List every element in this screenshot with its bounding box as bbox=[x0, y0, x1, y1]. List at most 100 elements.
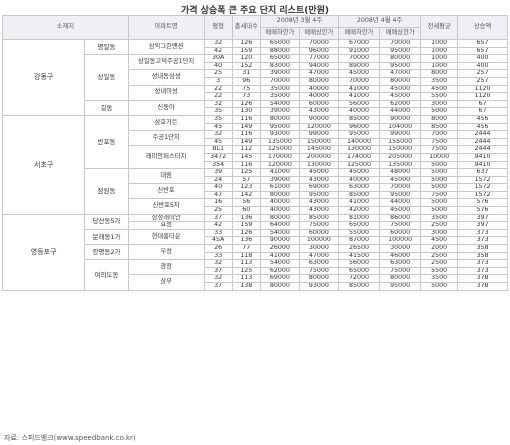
jeonse-cell: 7000 bbox=[420, 130, 459, 139]
rise-cell: 2444 bbox=[457, 145, 508, 154]
rise-cell: 576 bbox=[457, 198, 508, 208]
price-table: 소재지 아파트명 평형 총세대수 2008년 3월 4주 2008년 4월 4주… bbox=[1, 15, 508, 291]
rise-cell: 373 bbox=[457, 228, 508, 238]
april-lower-cell: 174000 bbox=[337, 152, 381, 162]
rise-cell: 373 bbox=[457, 266, 508, 276]
header-march-upper: 매매상한가 bbox=[298, 27, 339, 40]
rise-cell: 67 bbox=[457, 107, 508, 116]
march-upper-cell: 75000 bbox=[298, 221, 339, 230]
rise-cell: 373 bbox=[457, 236, 508, 246]
pyeong-cell: 37 bbox=[203, 213, 233, 223]
march-upper-cell: 150000 bbox=[298, 137, 339, 147]
pyeong-cell: 3 bbox=[203, 76, 233, 86]
units-cell: 126 bbox=[231, 39, 261, 48]
rise-cell: 400 bbox=[457, 61, 508, 71]
march-upper-cell: 96000 bbox=[298, 46, 339, 56]
jeonse-cell: 3500 bbox=[420, 76, 459, 86]
table-row: 서초구 반포동 삼호가든 35 116 80000 90000 85000 90000 8000 4… bbox=[1, 114, 508, 215]
rise-cell: 456 bbox=[457, 114, 508, 124]
march-lower-cell: 41000 bbox=[259, 168, 300, 177]
units-cell: 31 bbox=[231, 69, 261, 78]
apt-name-cell: 광장 bbox=[127, 259, 205, 276]
table-row: 성내동삼성 25 31 39000 47000 45000 47000 8000 257 bbox=[3, 69, 508, 86]
pyeong-cell: 37 bbox=[203, 266, 233, 276]
region-cell: 강동구 bbox=[1, 39, 86, 116]
dong-cell: 상일동 bbox=[84, 54, 129, 101]
units-cell: 73 bbox=[231, 92, 261, 101]
rise-cell: 2444 bbox=[457, 130, 508, 139]
march-lower-cell: 39000 bbox=[259, 175, 300, 185]
dong-cell: 여의도동 bbox=[84, 259, 129, 291]
header-row-1: 소재지 아파트명 평형 총세대수 2008년 3월 4주 2008년 4월 4주… bbox=[2, 15, 508, 40]
table-row: 영등포구 당산동5가 삼성래미안 37 136 80000 85000 81000 86000 3… bbox=[1, 213, 508, 291]
april-upper-cell: 45000 bbox=[379, 175, 422, 185]
march-upper-cell: 93000 bbox=[298, 282, 339, 291]
units-cell: 116 bbox=[231, 130, 261, 139]
pyeong-cell: 35 bbox=[203, 107, 233, 116]
apt-name-cell: 삼익그린맨션 bbox=[127, 38, 205, 56]
april-upper-cell: 104000 bbox=[379, 122, 422, 132]
march-lower-cell: 54000 bbox=[259, 259, 300, 268]
april-lower-cell: 96000 bbox=[337, 122, 381, 132]
apt-name-cell: 성내미성 bbox=[127, 84, 205, 101]
rise-cell: 400 bbox=[457, 54, 508, 63]
pyeong-cell: 32 bbox=[203, 130, 233, 139]
march-upper-cell: 120000 bbox=[298, 122, 339, 132]
units-cell: 116 bbox=[231, 114, 261, 124]
pyeong-cell: 22 bbox=[203, 84, 233, 94]
pyeong-cell: 45A bbox=[203, 236, 233, 246]
april-upper-cell: 48000 bbox=[379, 168, 422, 177]
dong-cell: 문래동1가 bbox=[84, 228, 129, 246]
april-lower-cell: 41000 bbox=[337, 92, 381, 101]
pyeong-cell: 32 bbox=[203, 259, 233, 268]
table-row: 상일동 상일동고덕주공1단지 30A 120 65000 77000 70000 80000 1… bbox=[3, 54, 508, 101]
march-lower-cell: 39000 bbox=[259, 69, 300, 78]
pyeong-cell: 32 bbox=[203, 99, 233, 109]
march-lower-cell: 65000 bbox=[259, 39, 300, 48]
pyeong-cell: 33 bbox=[203, 251, 233, 261]
april-lower-cell: 87000 bbox=[337, 236, 381, 246]
table-row: 주공1단지 32 116 93000 99000 95000 99000 7000 2444 bbox=[3, 130, 508, 147]
jeonse-cell: 1000 bbox=[420, 54, 459, 63]
march-upper-cell: 43000 bbox=[298, 206, 339, 215]
table-row: 40 152 83000 94000 89000 95000 1000 400 bbox=[3, 61, 508, 71]
units-cell: 113 bbox=[231, 274, 261, 283]
march-upper-cell: 40000 bbox=[298, 84, 339, 94]
jeonse-cell: 5000 bbox=[420, 107, 459, 116]
table-row: 37 138 80000 93000 85000 95000 5000 378 bbox=[3, 282, 508, 291]
april-upper-cell: 44000 bbox=[379, 107, 422, 116]
march-upper-cell: 80000 bbox=[298, 76, 339, 86]
april-upper-cell: 95000 bbox=[379, 190, 422, 200]
march-upper-cell: 70000 bbox=[298, 39, 339, 48]
table-row: 신반포 40 123 61000 69000 63000 70000 5000 1572 bbox=[3, 183, 508, 200]
units-cell: 126 bbox=[231, 228, 261, 238]
table-title: 가격 상승폭 큰 주요 단지 리스트(만원) bbox=[180, 6, 330, 16]
table-row: 강동구 명일동 삼익그린맨션 32 126 65000 70000 67000 70000 100… bbox=[1, 38, 508, 116]
march-upper-cell: 85000 bbox=[298, 213, 339, 223]
jeonse-cell: 2500 bbox=[420, 259, 459, 268]
march-upper-cell: 60000 bbox=[298, 99, 339, 109]
april-lower-cell: 85000 bbox=[337, 190, 381, 200]
april-upper-cell: 75000 bbox=[379, 221, 422, 230]
units-cell: 77 bbox=[231, 244, 261, 253]
april-lower-cell: 72000 bbox=[337, 274, 381, 283]
april-upper-cell: 30000 bbox=[379, 244, 422, 253]
apt-name-cell: 상일동고덕주공1단지 bbox=[127, 54, 205, 71]
march-upper-cell: 100000 bbox=[298, 236, 339, 246]
pyeong-cell: 42 bbox=[203, 221, 233, 230]
apt-name-cell: 대림 bbox=[127, 168, 205, 185]
march-upper-cell: 77000 bbox=[298, 54, 339, 63]
march-upper-cell: 43000 bbox=[298, 175, 339, 185]
april-upper-cell: 86000 bbox=[379, 213, 422, 223]
table-row: 45A 136 90000 100000 87000 100000 4500 373 bbox=[3, 236, 508, 246]
april-upper-cell: 100000 bbox=[379, 236, 422, 246]
april-lower-cell: 40000 bbox=[337, 175, 381, 185]
pyeong-cell: 22 bbox=[203, 92, 233, 101]
march-lower-cell: 170000 bbox=[259, 152, 300, 162]
dong-cell: 명일동 bbox=[84, 38, 129, 56]
pyeong-cell: 47 bbox=[203, 190, 233, 200]
april-lower-cell: 65000 bbox=[337, 221, 381, 230]
jeonse-cell: 5000 bbox=[420, 160, 459, 170]
march-lower-cell: 80000 bbox=[259, 114, 300, 124]
